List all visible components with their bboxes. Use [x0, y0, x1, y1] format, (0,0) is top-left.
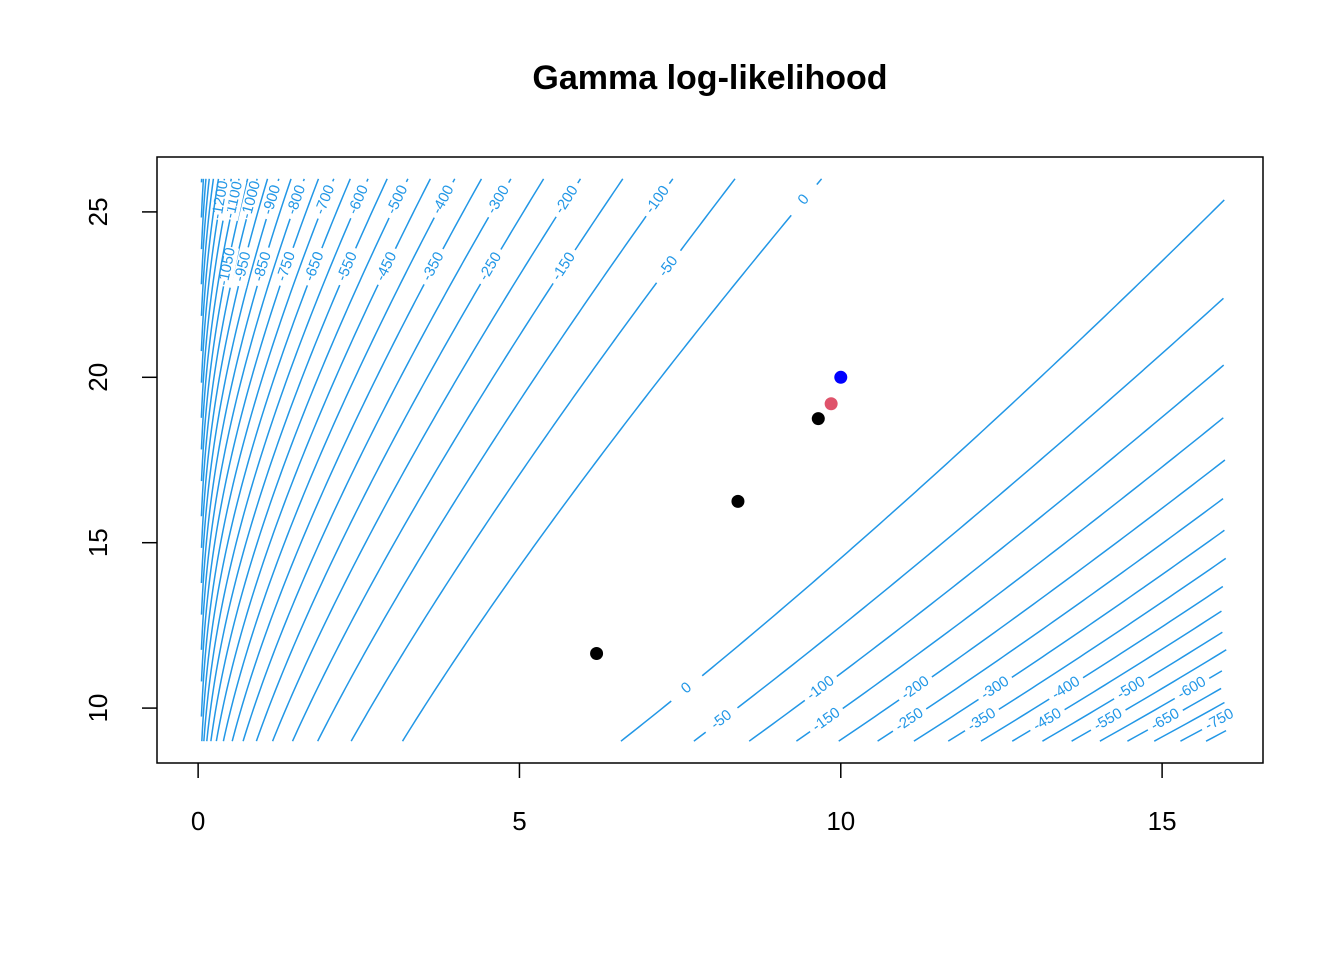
x-tick-label: 10 [826, 806, 855, 836]
x-tick-label: 5 [512, 806, 526, 836]
point [825, 397, 838, 410]
point [590, 647, 603, 660]
x-tick-label: 0 [191, 806, 205, 836]
y-tick-label: 15 [83, 528, 113, 557]
point [812, 412, 825, 425]
y-tick-label: 10 [83, 694, 113, 723]
y-tick-label: 20 [83, 363, 113, 392]
x-tick-label: 15 [1148, 806, 1177, 836]
chart-title: Gamma log-likelihood [532, 59, 887, 97]
point [731, 495, 744, 508]
point [834, 371, 847, 384]
y-tick-label: 25 [83, 197, 113, 226]
